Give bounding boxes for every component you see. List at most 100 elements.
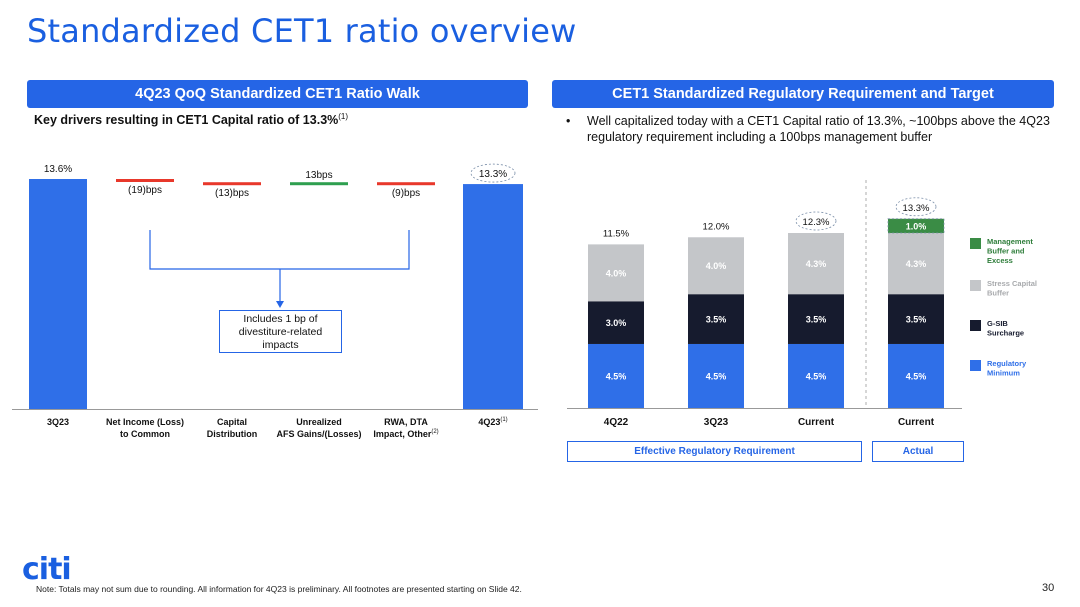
legend-swatch-0 [970, 238, 981, 249]
stacked-total-label-1: 12.0% [703, 221, 730, 232]
legend-label-0: Buffer and [987, 247, 1025, 256]
waterfall-delta-mark-3 [290, 182, 348, 186]
stacked-category-label-2: Current [798, 417, 835, 428]
legend-swatch-3 [970, 360, 981, 371]
waterfall-category-label-3: AFS Gains/(Losses) [276, 429, 361, 439]
category-text: 4Q23 [478, 417, 500, 427]
stacked-segment-3-0 [888, 343, 944, 408]
stacked-category-label-0: 4Q22 [604, 417, 629, 428]
stacked-segment-0-0 [588, 343, 644, 408]
divestiture-callout: Includes 1 bp of divestiture-related imp… [219, 310, 342, 353]
stacked-total-label-2: 12.3% [803, 217, 830, 228]
waterfall-value-label-2: (13)bps [215, 188, 249, 199]
stacked-segment-label-3-2: 4.3% [906, 259, 927, 269]
category-text: Net Income (Loss) [106, 417, 184, 427]
legend-label-1: Buffer [987, 289, 1009, 298]
legend-label-0: Management [987, 237, 1033, 246]
waterfall-category-label-5: 4Q23(1) [478, 417, 507, 427]
stacked-segment-label-2-1: 3.5% [806, 315, 827, 325]
stacked-segment-1-1 [688, 294, 744, 344]
stacked-segment-1-2 [688, 237, 744, 295]
stacked-segment-label-1-1: 3.5% [706, 315, 727, 325]
category-text: AFS Gains/(Losses) [276, 429, 361, 439]
waterfall-category-label-2: Capital [217, 417, 247, 427]
left-subtitle-text: Key drivers resulting in CET1 Capital ra… [34, 113, 339, 128]
stacked-segment-label-2-0: 4.5% [806, 371, 827, 381]
legend-swatch-2 [970, 320, 981, 331]
stacked-total-label-0: 11.5% [603, 228, 630, 239]
stacked-total-circle-2 [795, 211, 837, 231]
stacked-segment-1-0 [688, 343, 744, 408]
left-subtitle-footnote: (1) [338, 112, 349, 121]
bullet-dot: • [566, 114, 571, 128]
stacked-total-label-3: 13.3% [903, 203, 930, 214]
waterfall-category-label-1: Net Income (Loss) [106, 417, 184, 427]
stacked-segment-3-3 [888, 218, 944, 233]
stacked-total-circle-3 [895, 197, 937, 217]
waterfall-bracket [149, 230, 410, 302]
waterfall-delta-mark-4 [377, 182, 435, 186]
footer-note: Note: Totals may not sum due to rounding… [36, 584, 522, 594]
stacked-segment-label-3-1: 3.5% [906, 315, 927, 325]
legend-label-0: Excess [987, 256, 1013, 265]
callout-text: Includes 1 bp of divestiture-related imp… [238, 313, 323, 351]
right-panel-bullet: Well capitalized today with a CET1 Capit… [587, 114, 1050, 144]
waterfall-delta-mark-1 [116, 179, 174, 182]
waterfall-value-label-3: 13bps [305, 170, 332, 181]
waterfall-total-circle-5 [470, 163, 516, 183]
group-label-effective: Effective Regulatory Requirement [567, 441, 862, 462]
category-text: 3Q23 [47, 417, 69, 427]
stacked-category-label-3: Current [898, 417, 935, 428]
citi-logo: citi [22, 552, 72, 587]
stacked-segment-2-0 [788, 343, 844, 408]
right-panel-banner: CET1 Standardized Regulatory Requirement… [552, 80, 1054, 108]
legend-label-1: Stress Capital [987, 279, 1037, 288]
waterfall-chart: 13.6% (19)bps (13)bps 13bps (9)bps 13.3% 3Q23 N… [12, 163, 538, 439]
category-footnote: (1) [500, 417, 507, 423]
stacked-chart: 4.5% 3.0% 4.0% 11.5% 4Q22 4.5% 3.5% 4.0% 12.0% 3Q… [567, 180, 1037, 428]
category-text: Unrealized [296, 417, 342, 427]
stacked-segment-label-3-3: 1.0% [906, 221, 927, 231]
waterfall-category-label-0: 3Q23 [47, 417, 69, 427]
stacked-segment-3-1 [888, 294, 944, 344]
waterfall-value-label-4: (9)bps [392, 188, 420, 199]
stacked-segment-3-2 [888, 233, 944, 295]
stacked-segment-label-0-2: 4.0% [606, 268, 627, 278]
waterfall-value-label-1: (19)bps [128, 185, 162, 196]
category-text: Distribution [207, 429, 258, 439]
category-footnote: (2) [431, 429, 438, 435]
waterfall-value-label-5: 13.3% [479, 169, 507, 180]
legend-label-2: Surcharge [987, 329, 1024, 338]
stacked-segment-label-0-0: 4.5% [606, 371, 627, 381]
stacked-segment-label-1-2: 4.0% [706, 261, 727, 271]
waterfall-delta-mark-2 [203, 182, 261, 186]
waterfall-value-label-0: 13.6% [44, 164, 72, 175]
stacked-segment-2-2 [788, 233, 844, 295]
category-text: Impact, Other [373, 429, 432, 439]
waterfall-category-label-4: RWA, DTA [384, 417, 428, 427]
legend-label-3: Regulatory [987, 359, 1027, 368]
legend-swatch-1 [970, 280, 981, 291]
stacked-category-label-1: 3Q23 [704, 417, 729, 428]
category-text: RWA, DTA [384, 417, 428, 427]
legend-label-3: Minimum [987, 369, 1020, 378]
waterfall-bar-0 [29, 179, 87, 409]
stacked-segment-0-2 [588, 244, 644, 302]
waterfall-bracket-arrow [276, 301, 284, 308]
left-panel-banner: 4Q23 QoQ Standardized CET1 Ratio Walk [27, 80, 528, 108]
stacked-segment-0-1 [588, 301, 644, 344]
waterfall-category-label-4: Impact, Other(2) [373, 429, 438, 439]
category-text: to Common [120, 429, 170, 439]
waterfall-category-label-1: to Common [120, 429, 170, 439]
stacked-segment-2-1 [788, 294, 844, 344]
waterfall-bar-5 [463, 184, 523, 409]
stacked-segment-label-1-0: 4.5% [706, 371, 727, 381]
page-title: Standardized CET1 ratio overview [27, 12, 577, 50]
waterfall-category-label-3: Unrealized [296, 417, 342, 427]
stacked-segment-label-0-1: 3.0% [606, 318, 627, 328]
group-label-actual: Actual [872, 441, 964, 462]
legend-label-2: G-SIB [987, 319, 1008, 328]
left-panel-subtitle: Key drivers resulting in CET1 Capital ra… [34, 112, 348, 127]
stacked-segment-label-3-0: 4.5% [906, 371, 927, 381]
stacked-segment-label-2-2: 4.3% [806, 259, 827, 269]
